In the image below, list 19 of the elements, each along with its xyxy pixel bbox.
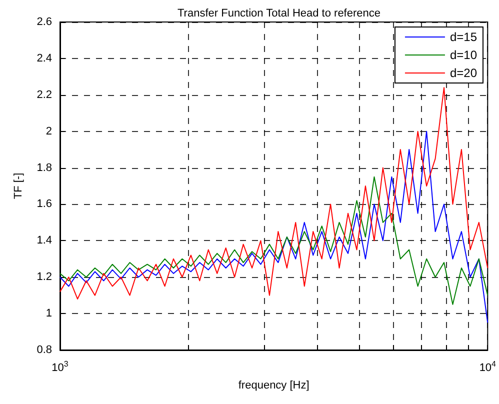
y-tick-label: 2.4 [36,52,52,64]
y-tick-label: 1.6 [36,198,52,210]
line-series [60,130,488,324]
line-series [60,176,488,305]
y-tick-label: 2.6 [36,16,52,28]
y-tick-label: 1 [46,308,52,320]
line-series [60,87,488,300]
y-tick-label: 1.2 [36,271,52,284]
y-axis-title: TF [-] [12,172,24,200]
legend-label: d=15 [450,30,478,44]
x-axis-title: frequency [Hz] [238,380,310,392]
y-tick-label: 1.4 [36,234,52,247]
legend-label: d=10 [450,48,478,62]
legend-label: d=20 [450,66,478,80]
y-tick-label: 2 [46,125,52,138]
chart-title: Transfer Function Total Head to reference [178,8,380,20]
y-tick-label: 1.8 [36,162,52,174]
y-tick-label: 2.2 [36,88,52,101]
y-tick-label: 0.8 [36,344,52,356]
